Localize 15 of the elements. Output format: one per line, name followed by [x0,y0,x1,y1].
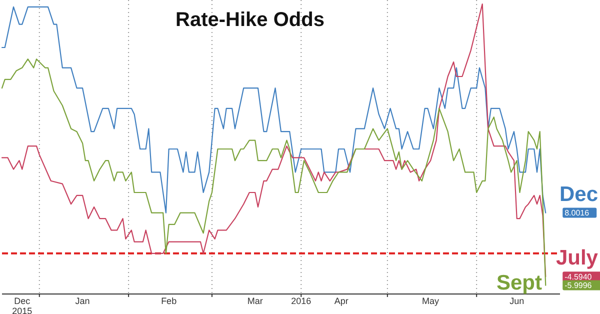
x-tick-label: Dec 2015 [12,296,32,314]
x-tick-label: 2016 [291,296,312,306]
series-label: July [556,246,598,270]
x-tick-label: Feb [161,296,177,306]
x-tick-label: Mar [247,296,263,306]
x-tick-label: Apr [334,296,348,306]
x-tick-label: May [422,296,440,306]
x-tick-label: Jan [75,296,90,306]
annotation: -5.9996 [564,281,592,290]
annotation: 8.0016 [564,208,590,218]
annotation: -4.5940 [564,272,592,282]
x-tick-label: Jun [510,296,524,306]
chart-title: Rate-Hike Odds [176,9,324,31]
series-label: Dec [559,182,598,206]
legend-label: Sept [496,271,542,294]
